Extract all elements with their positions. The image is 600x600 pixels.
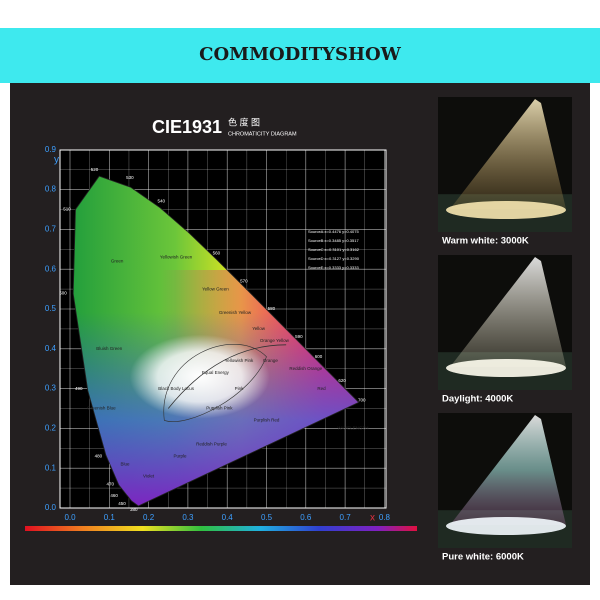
wavelength-label: 570	[240, 278, 248, 283]
region-label: Green	[111, 258, 124, 263]
x-tick-label: 0.2	[143, 513, 155, 522]
region-label: Orange Yellow	[260, 338, 290, 343]
wavelength-label: 450	[118, 501, 126, 506]
region-label: Bluish Green	[96, 346, 123, 351]
region-label: Purplish Pink	[206, 406, 233, 411]
region-label: Violet	[143, 473, 155, 478]
y-axis-label: y	[54, 155, 59, 166]
wavelength-label: 700	[358, 398, 366, 403]
x-tick-label: 0.5	[261, 513, 273, 522]
wavelength-label: 580	[268, 306, 276, 311]
wavelength-label: 480	[95, 453, 103, 458]
x-axis-label: x	[370, 513, 375, 524]
y-tick-label: 0.3	[45, 384, 57, 393]
region-label: WAVELENGTH	[337, 426, 368, 431]
x-tick-label: 0.3	[182, 513, 194, 522]
region-label: Equal Energy	[202, 370, 230, 375]
wavelength-label: 530	[126, 175, 134, 180]
region-label: Purplish Red	[254, 418, 280, 423]
diagram-subtitle-cn: 色 度 图	[228, 116, 260, 127]
light-beam	[450, 99, 566, 209]
diagram-title: CIE1931	[152, 117, 222, 137]
region-label: Greenish Blue	[87, 406, 116, 411]
y-tick-label: 0.2	[45, 424, 57, 433]
source-label: SourceA:x=0.4476 y=0.4075	[308, 229, 359, 234]
x-tick-label: 0.4	[222, 513, 234, 522]
source-label: SourceB:x=0.3485 y=0.3517	[308, 238, 359, 243]
photo-column: Warm white: 3000K Daylight: 4000K Pure whi…	[438, 97, 572, 563]
light-beam	[450, 257, 566, 367]
photo-caption: Pure white: 6000K	[442, 552, 524, 563]
wavelength-label: 460	[110, 493, 118, 498]
y-tick-label: 0.5	[45, 304, 57, 313]
x-tick-label: 0.7	[340, 513, 352, 522]
wavelength-label: 590	[295, 334, 303, 339]
wavelength-label: 620	[338, 378, 346, 383]
x-tick-label: 0.8	[379, 513, 391, 522]
wavelength-label: 500	[59, 290, 67, 295]
wavelength-label: 540	[158, 199, 166, 204]
photo-caption: Daylight: 4000K	[442, 394, 513, 405]
x-tick-label: 0.6	[300, 513, 312, 522]
y-tick-label: 0.0	[45, 503, 57, 512]
region-label: Orange	[263, 358, 279, 363]
cie-diagram: CIE1931 色 度 图 CHROMATICITY DIAGRAM 0.0 0.…	[25, 116, 417, 531]
region-labels: 520 530 540 510 560 570 580 590 600 620 700 500 490 4…	[59, 167, 368, 512]
light-beam	[450, 415, 566, 525]
region-label: Reddish Orange	[289, 366, 322, 371]
locus-outline	[72, 175, 360, 507]
source-label: SourceC:x=0.3101 y=0.3162	[308, 247, 360, 252]
wavelength-label: 380	[130, 507, 138, 512]
banner	[0, 28, 600, 83]
spectrum-bar	[25, 526, 417, 531]
black-body-curve	[167, 344, 287, 409]
y-tick-label: 0.7	[45, 225, 57, 234]
region-label: Yellowish Pink	[225, 358, 254, 363]
wavelength-label: 520	[91, 167, 99, 172]
region-label: Red	[317, 386, 326, 391]
light-spot	[446, 201, 566, 219]
region-label: Yellowish Green	[160, 254, 193, 259]
source-label: SourceD:x=0.3127 y=0.3290	[308, 256, 360, 261]
region-label: Pink	[235, 386, 245, 391]
y-tick-label: 0.8	[45, 185, 57, 194]
diagram-subtitle: CHROMATICITY DIAGRAM	[228, 131, 297, 137]
y-tick-label: 0.9	[45, 145, 57, 154]
wavelength-label: 510	[63, 207, 71, 212]
x-tick-label: 0.1	[104, 513, 116, 522]
light-spot	[446, 359, 566, 377]
wavelength-label: 470	[106, 481, 114, 486]
wavelength-label: 600	[315, 354, 323, 359]
banner-title: COMMODITYSHOW	[199, 44, 401, 65]
region-label: Yellow	[252, 326, 266, 331]
x-tick-label: 0.0	[64, 513, 76, 522]
region-label: Purple	[174, 453, 188, 458]
wavelength-label: 490	[75, 386, 83, 391]
y-tick-label: 0.1	[45, 463, 57, 472]
wavelength-label: 560	[213, 250, 221, 255]
y-tick-label: 0.4	[45, 344, 57, 353]
source-label: SourceE:x=0.3333 y=0.3333	[308, 265, 359, 270]
white-region	[163, 344, 267, 422]
y-tick-label: 0.6	[45, 264, 57, 273]
photo-caption: Warm white: 3000K	[442, 236, 529, 247]
region-label: Black Body Locus	[158, 386, 195, 391]
light-spot	[446, 517, 566, 535]
region-label: Yellow Green	[202, 286, 229, 291]
region-label: Reddish Purple	[196, 442, 227, 447]
region-label: Blue	[121, 461, 131, 466]
region-label: Greenish Yellow	[219, 310, 252, 315]
